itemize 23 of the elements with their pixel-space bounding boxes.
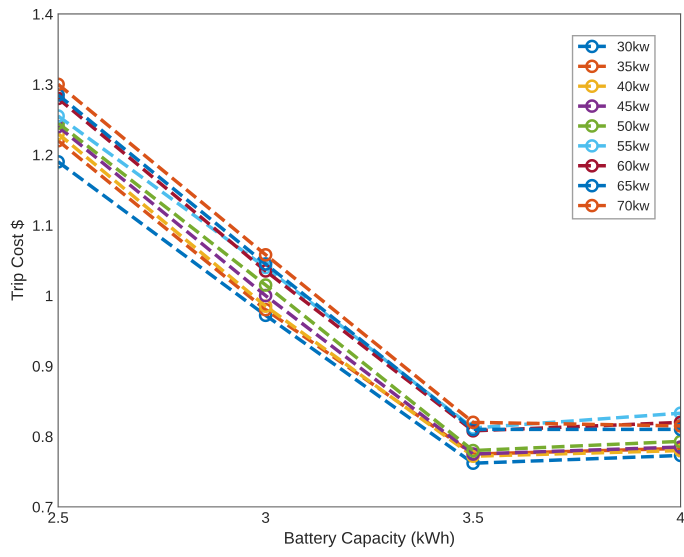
y-tick-label: 1.1 <box>33 220 53 231</box>
y-tick-label: 0.8 <box>32 431 53 442</box>
x-tick-label: 3 <box>262 512 270 523</box>
x-tick-label: 3.5 <box>463 512 484 523</box>
x-axis-title: Battery Capacity (kWh) <box>285 532 454 548</box>
legend-label: 65kw <box>618 180 650 191</box>
y-tick-label: 0.7 <box>32 502 53 513</box>
y-tick-label: 1.2 <box>33 150 53 160</box>
x-tick-label: 4 <box>676 512 684 523</box>
y-tick-label: 1.4 <box>33 8 53 20</box>
y-tick-label: 1.3 <box>33 79 53 90</box>
legend-label: 50kw <box>618 120 650 131</box>
y-axis-title: Trip Cost $ <box>10 220 26 300</box>
legend-label: 60kw <box>618 160 650 171</box>
legend-label: 45kw <box>617 100 650 112</box>
y-tick-label: 0.9 <box>32 360 53 372</box>
legend-label: 35kw <box>618 61 650 72</box>
legend-label: 55kw <box>618 140 650 151</box>
legend-label: 30kw <box>618 41 650 52</box>
x-tick-label: 2.5 <box>48 512 68 523</box>
legend-label: 40kw <box>617 80 650 92</box>
y-tick-label: 1 <box>46 290 53 302</box>
legend-label: 70kw <box>618 200 650 211</box>
